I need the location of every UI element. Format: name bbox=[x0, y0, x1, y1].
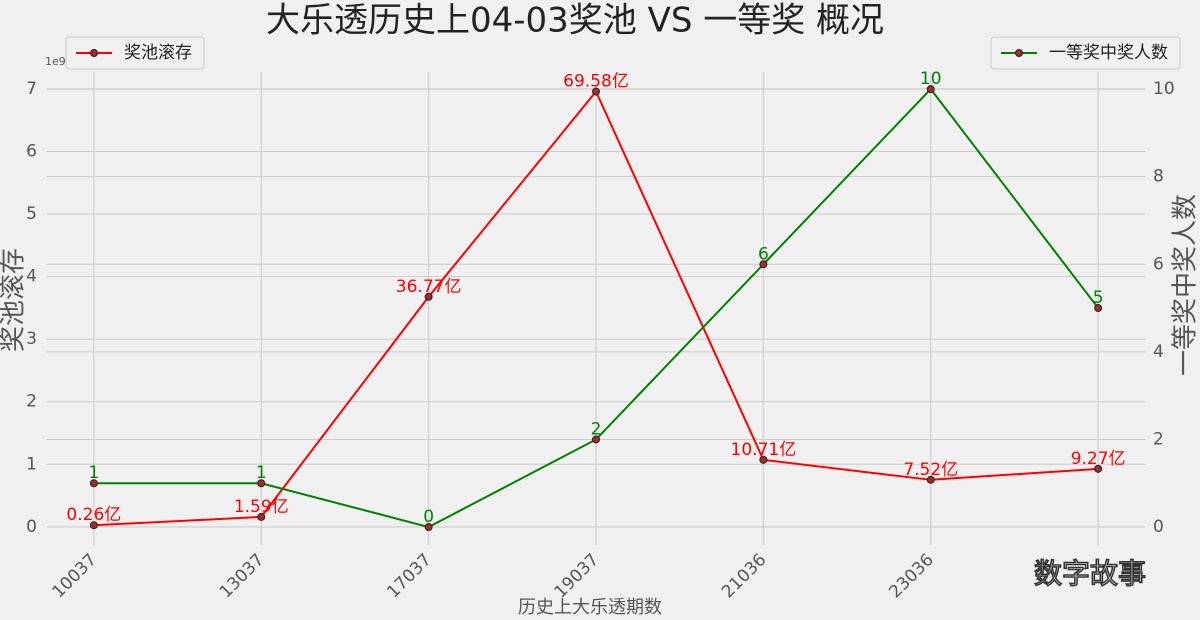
point-marker bbox=[926, 85, 935, 94]
point-marker bbox=[89, 521, 98, 530]
point-marker bbox=[424, 292, 433, 301]
y2-tick-label: 6 bbox=[1153, 254, 1164, 274]
x-tick-label: 10037 bbox=[49, 550, 101, 602]
point-marker bbox=[257, 512, 266, 521]
x-axis-label: 历史上大乐透期数 bbox=[518, 597, 662, 618]
y2-tick-label: 0 bbox=[1153, 517, 1164, 537]
legend-marker bbox=[90, 49, 98, 57]
offset-label: 1e9 bbox=[45, 55, 66, 68]
data-label: 10 bbox=[920, 69, 942, 89]
data-label: 6 bbox=[758, 244, 769, 264]
point-marker bbox=[1094, 464, 1103, 473]
legend-box bbox=[65, 36, 205, 70]
x-tick-label: 17037 bbox=[383, 550, 435, 602]
point-marker bbox=[1094, 304, 1103, 313]
y2-tick-label: 4 bbox=[1153, 342, 1164, 362]
y-tick-label: 6 bbox=[26, 141, 37, 161]
point-marker bbox=[759, 260, 768, 269]
y-tick-label: 5 bbox=[26, 204, 37, 224]
legend-box bbox=[990, 36, 1181, 70]
legend-marker bbox=[1015, 49, 1023, 57]
data-label: 36.77亿 bbox=[396, 277, 462, 297]
y-tick-label: 2 bbox=[26, 392, 37, 412]
data-label: 1 bbox=[88, 463, 99, 483]
x-tick-label: 23036 bbox=[885, 550, 937, 602]
y2-tick-label: 10 bbox=[1153, 79, 1175, 99]
point-marker bbox=[592, 435, 600, 444]
y2-tick-label: 8 bbox=[1153, 167, 1164, 187]
legend-label: 一等奖中奖人数 bbox=[1049, 43, 1168, 63]
point-marker bbox=[926, 475, 935, 484]
point-marker bbox=[257, 479, 266, 488]
point-marker bbox=[592, 87, 600, 96]
point-marker bbox=[89, 479, 98, 488]
x-tick-label: 19037 bbox=[551, 550, 603, 602]
x-tick-label: 21036 bbox=[718, 550, 770, 602]
data-label: 0.26亿 bbox=[66, 505, 121, 525]
y-tick-label: 1 bbox=[26, 454, 37, 474]
y2-axis-label: 一等奖中奖人数 bbox=[1171, 194, 1200, 376]
chart-title: 大乐透历史上04-03奖池 VS 一等奖 概况 bbox=[266, 1, 884, 41]
y-tick-label: 7 bbox=[26, 79, 37, 99]
y-tick-label: 4 bbox=[26, 267, 37, 287]
data-label: 69.58亿 bbox=[563, 72, 629, 92]
data-label: 1.59亿 bbox=[234, 497, 289, 517]
point-marker bbox=[424, 523, 433, 532]
data-label: 2 bbox=[591, 419, 602, 439]
data-label: 1 bbox=[256, 463, 267, 483]
data-label: 10.71亿 bbox=[731, 440, 797, 460]
y-axis-label: 奖池滚存 bbox=[0, 248, 29, 352]
y2-tick-label: 2 bbox=[1153, 429, 1164, 449]
y-tick-label: 0 bbox=[26, 517, 37, 537]
legend: 一等奖中奖人数 bbox=[990, 36, 1181, 70]
watermark: 数字故事 bbox=[1034, 557, 1146, 590]
legend: 奖池滚存 bbox=[65, 36, 205, 70]
data-label: 7.52亿 bbox=[903, 460, 958, 480]
x-tick-label: 13037 bbox=[216, 550, 268, 602]
data-label: 5 bbox=[1093, 288, 1104, 308]
point-marker bbox=[759, 455, 768, 464]
y-tick-label: 3 bbox=[26, 329, 37, 349]
data-label: 0 bbox=[423, 507, 434, 527]
data-label: 9.27亿 bbox=[1071, 449, 1126, 469]
legend-label: 奖池滚存 bbox=[124, 43, 192, 63]
